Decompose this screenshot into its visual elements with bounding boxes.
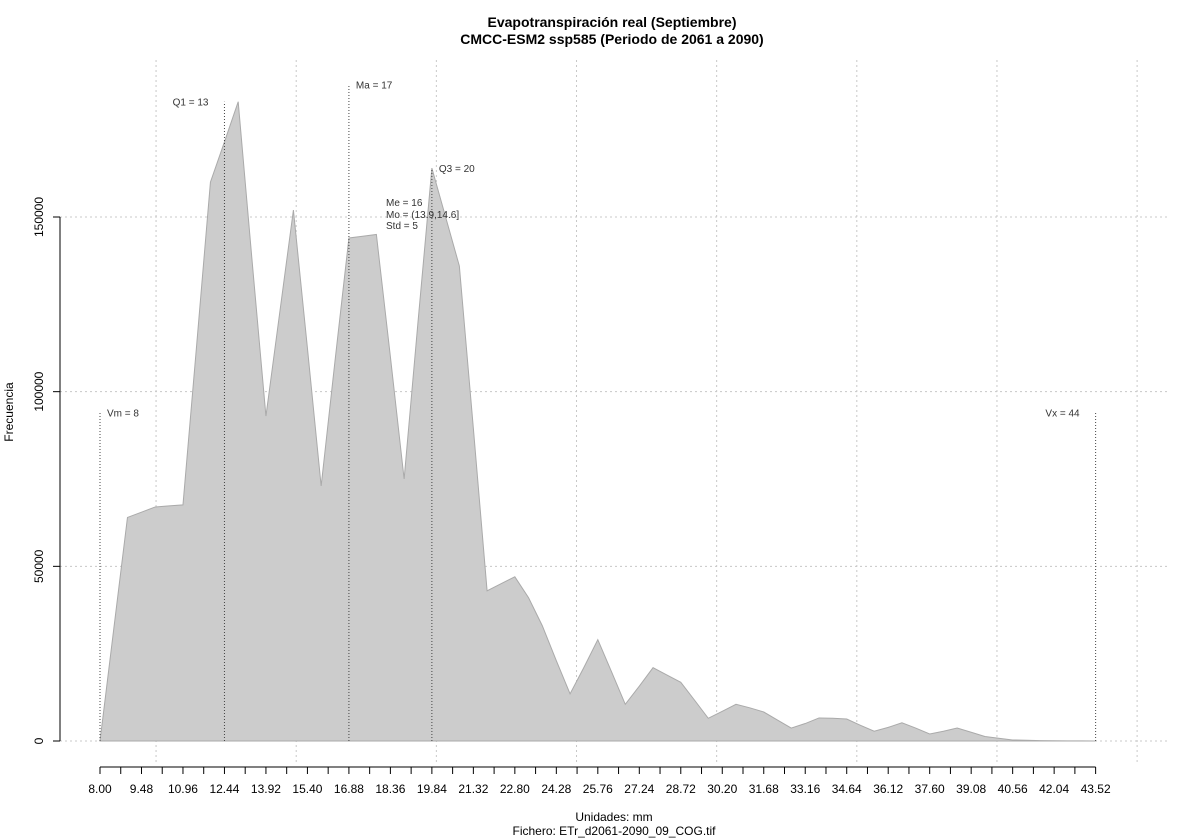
x-tick-label: 42.04 bbox=[1039, 782, 1069, 796]
x-tick-label: 16.88 bbox=[334, 782, 364, 796]
x-tick-label: 18.36 bbox=[375, 782, 405, 796]
x-tick-label: 30.20 bbox=[707, 782, 737, 796]
y-tick-label: 50000 bbox=[32, 549, 46, 583]
x-tick-label: 37.60 bbox=[915, 782, 945, 796]
stat-std: Std = 5 bbox=[386, 221, 418, 232]
marker-label: Ma = 17 bbox=[356, 80, 393, 91]
chart-title: Evapotranspiración real (Septiembre) bbox=[488, 14, 737, 30]
x-tick-label: 40.56 bbox=[998, 782, 1028, 796]
x-tick-label: 34.64 bbox=[832, 782, 862, 796]
x-tick-label: 36.12 bbox=[873, 782, 903, 796]
x-tick-label: 27.24 bbox=[624, 782, 654, 796]
marker-label: Vx = 44 bbox=[1045, 409, 1080, 420]
x-tick-label: 9.48 bbox=[130, 782, 154, 796]
stat-mode: Mo = (13.9,14.6] bbox=[386, 210, 459, 221]
y-tick-label: 100000 bbox=[32, 371, 46, 411]
chart-subtitle: CMCC-ESM2 ssp585 (Periodo de 2061 a 2090… bbox=[460, 31, 763, 47]
x-tick-label: 39.08 bbox=[956, 782, 986, 796]
y-tick-label: 0 bbox=[32, 737, 46, 744]
marker-label: Vm = 8 bbox=[107, 409, 139, 420]
summary-statistics: Me = 16 Mo = (13.9,14.6] Std = 5 bbox=[386, 198, 459, 232]
y-axis-label: Frecuencia bbox=[2, 382, 16, 442]
marker-label: Q3 = 20 bbox=[439, 164, 475, 175]
statistic-markers: Vm = 8 Q1 = 13 Ma = 17 Q3 = 20 Vx = 44 bbox=[99, 80, 1097, 741]
x-axis-label: Unidades: mm bbox=[575, 810, 652, 824]
y-axis: 0 50000 100000 150000 bbox=[32, 197, 61, 744]
x-tick-label: 15.40 bbox=[292, 782, 322, 796]
x-tick-label: 19.84 bbox=[417, 782, 447, 796]
x-tick-label: 33.16 bbox=[790, 782, 820, 796]
x-tick-label: 8.00 bbox=[88, 782, 112, 796]
stat-median: Me = 16 bbox=[386, 198, 423, 209]
x-tick-label: 25.76 bbox=[583, 782, 613, 796]
x-tick-label: 24.28 bbox=[541, 782, 571, 796]
x-axis: 8.00 9.48 10.96 12.44 13.92 15.40 16.88 18.36 19… bbox=[88, 766, 1111, 796]
frequency-area bbox=[99, 101, 1096, 742]
x-tick-label: 22.80 bbox=[500, 782, 530, 796]
x-tick-label: 21.32 bbox=[458, 782, 488, 796]
x-tick-label: 43.52 bbox=[1081, 782, 1111, 796]
x-tick-label: 31.68 bbox=[749, 782, 779, 796]
frequency-area-path bbox=[99, 101, 1096, 742]
file-label: Fichero: ETr_d2061-2090_09_COG.tif bbox=[513, 824, 717, 838]
x-tick-label: 28.72 bbox=[666, 782, 696, 796]
x-tick-label: 10.96 bbox=[168, 782, 198, 796]
marker-label: Q1 = 13 bbox=[173, 98, 209, 109]
x-tick-label: 13.92 bbox=[251, 782, 281, 796]
y-tick-label: 150000 bbox=[32, 197, 46, 237]
x-tick-label: 12.44 bbox=[209, 782, 239, 796]
